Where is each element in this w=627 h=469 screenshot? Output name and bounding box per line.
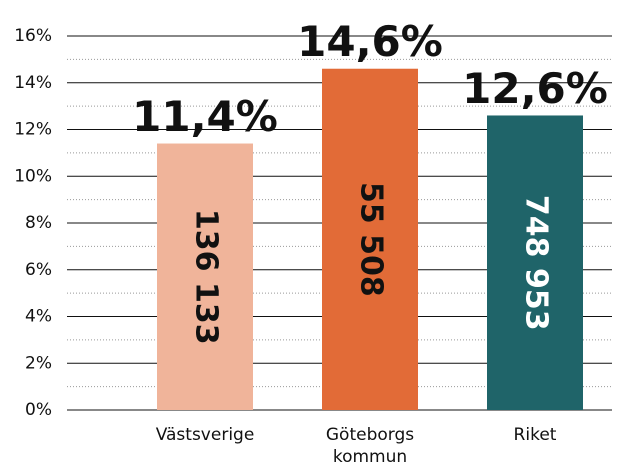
y-tick-label: 10% [14,166,52,186]
y-tick-label: 0% [25,400,52,420]
bar [487,115,583,410]
y-tick-label: 6% [25,260,52,280]
inner-label: 748 953 [519,195,554,331]
y-tick-label: 14% [14,73,52,93]
inner-label: 136 133 [189,209,224,345]
value-label: 11,4% [132,92,278,141]
inner-label: 55 508 [354,182,389,297]
y-tick-label: 8% [25,213,52,233]
y-tick-label: 2% [25,353,52,373]
bar [322,68,418,410]
value-label: 14,6% [297,17,443,66]
value-label: 12,6% [462,64,608,113]
y-tick-label: 16% [14,26,52,46]
y-tick-label: 4% [25,307,52,327]
x-tick-label: Göteborgs kommun [325,425,415,467]
y-tick-label: 12% [14,120,52,140]
x-tick-label: Västsverige [155,425,255,445]
bar [157,143,253,410]
x-tick-label: Riket [513,425,557,445]
